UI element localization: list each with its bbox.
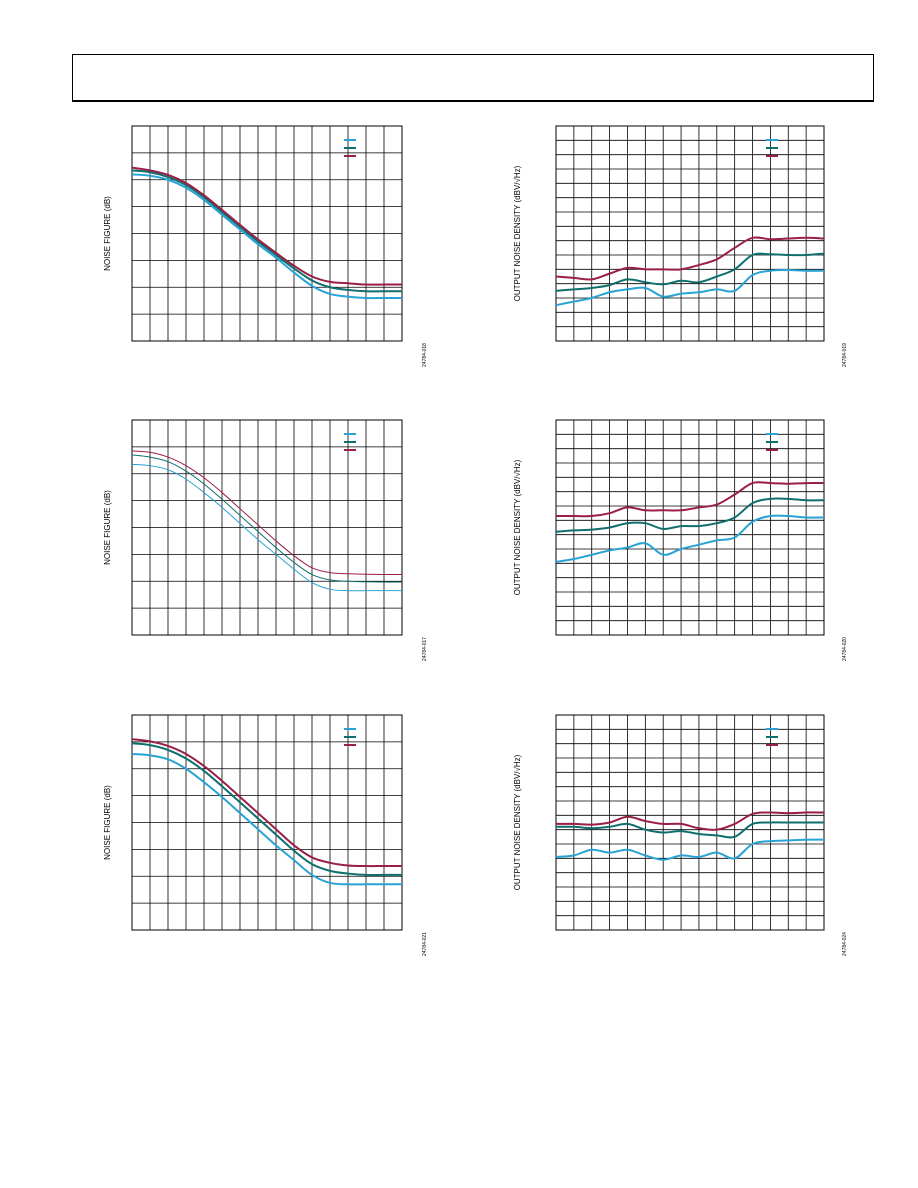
series-line [131,169,402,293]
series-line [555,821,824,839]
y-axis-label: NOISE FIGURE (dB) [103,785,112,860]
page-header-box [72,54,874,102]
legend [766,139,778,157]
grid-lines [132,715,402,930]
legend [766,433,778,451]
plot-frame [555,419,825,636]
noise-figure-chart-2: NOISE FIGURE (dB) 24784-017 [103,419,428,661]
legend [344,433,356,451]
noise-figure-chart-3: NOISE FIGURE (dB) 24784-021 [103,714,428,956]
plot-frame [555,125,825,342]
output-noise-density-chart-2: OUTPUT NOISE DENSITY (dBV/√Hz) 24784-020 [513,419,848,661]
series-line [131,173,402,300]
series-line [131,450,403,576]
grid-lines [556,126,824,341]
series-line [131,742,402,877]
series-line [131,738,402,868]
figure-id-label: 24784-019 [842,343,848,367]
series-line [555,497,825,533]
series-line [555,236,825,281]
figure-id-label: 24784-024 [842,932,848,956]
figure-id-label: 24784-020 [842,637,848,661]
y-axis-label: OUTPUT NOISE DENSITY (dBV/√Hz) [513,165,522,301]
output-noise-density-chart-1: OUTPUT NOISE DENSITY (dBV/√Hz) 24784-019 [513,125,848,367]
grid-lines [556,420,824,635]
legend [766,728,778,746]
legend [344,728,356,746]
figure-id-label: 24784-017 [422,637,428,661]
series-line [131,454,403,583]
series-line [555,269,825,307]
output-noise-density-chart-3: OUTPUT NOISE DENSITY (dBV/√Hz) 24784-024 [513,714,848,956]
y-axis-label: NOISE FIGURE (dB) [103,196,112,271]
figure-id-label: 24784-018 [422,343,428,367]
series-line [131,752,402,886]
grid-lines [132,126,402,341]
series-line [555,811,825,831]
legend [344,139,356,157]
series-line [131,166,402,286]
series-line [555,514,825,563]
series-line [555,252,825,292]
figure-id-label: 24784-021 [422,932,428,956]
y-axis-label: OUTPUT NOISE DENSITY (dBV/√Hz) [513,459,522,595]
y-axis-label: OUTPUT NOISE DENSITY (dBV/√Hz) [513,754,522,890]
series-line [131,463,402,592]
y-axis-label: NOISE FIGURE (dB) [103,490,112,565]
noise-figure-chart-1: NOISE FIGURE (dB) 24784-018 [103,125,428,367]
series-line [555,838,825,861]
series-line [556,481,825,518]
